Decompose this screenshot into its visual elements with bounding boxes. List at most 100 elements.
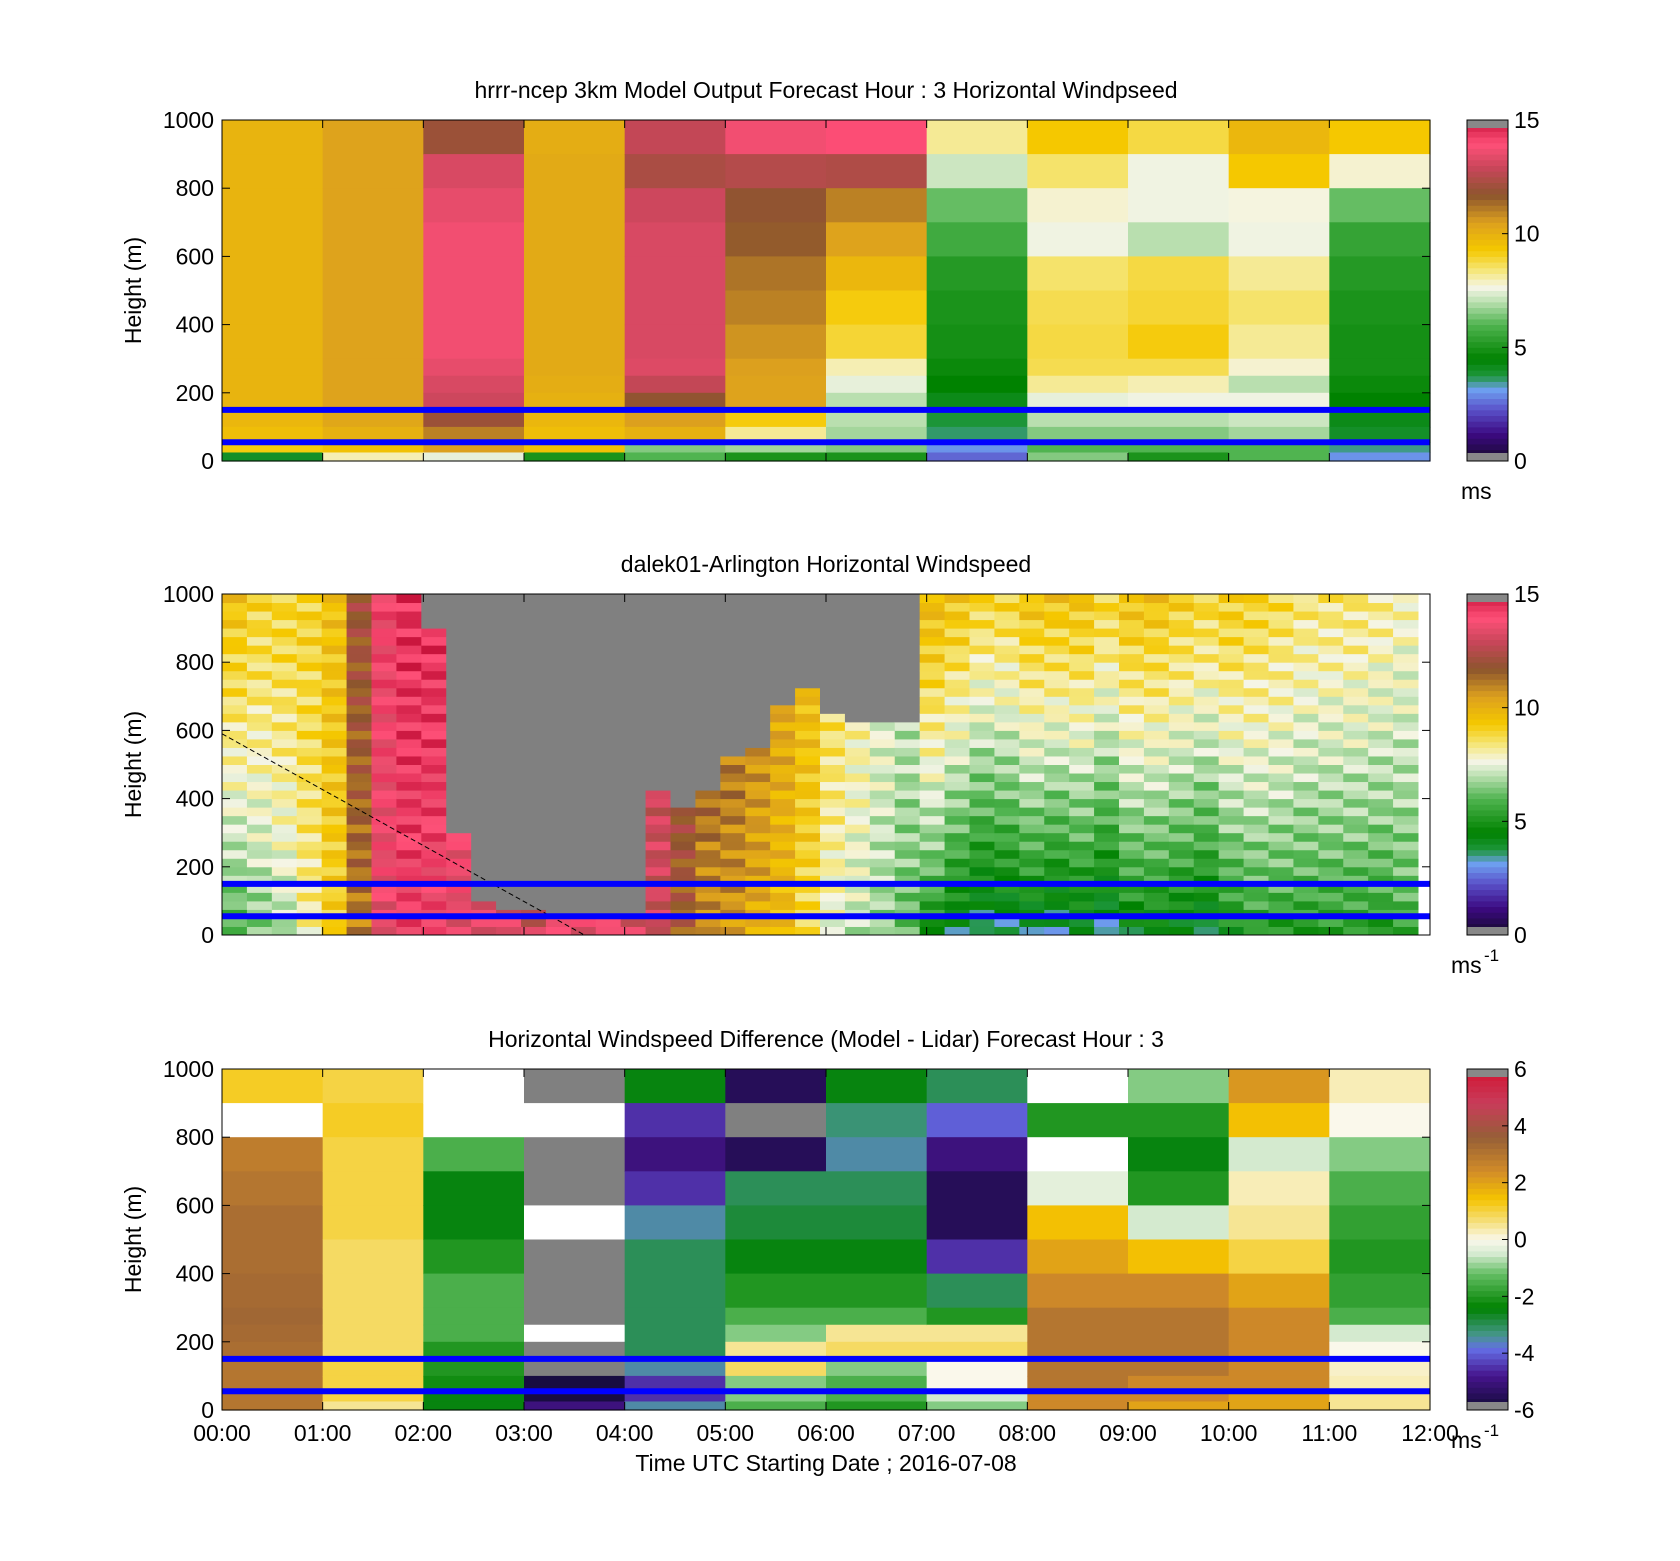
heatmap-cell — [695, 594, 721, 604]
heatmap-cell — [1044, 738, 1070, 748]
heatmap-cell — [1293, 858, 1319, 868]
heatmap-cell — [1393, 858, 1419, 868]
heatmap-cell — [770, 704, 796, 714]
heatmap-cell — [820, 687, 846, 697]
heatmap-cell — [919, 696, 946, 706]
heatmap-cell — [496, 636, 522, 646]
heatmap-cell — [1143, 738, 1170, 748]
heatmap-cell — [1143, 917, 1170, 927]
heatmap-cell — [1193, 738, 1220, 748]
heatmap-cell — [321, 875, 348, 885]
heatmap-cell — [1168, 730, 1195, 740]
heatmap-cell — [296, 738, 323, 748]
heatmap-cell — [1268, 687, 1294, 697]
heatmap-cell — [371, 662, 397, 672]
heatmap-cell — [421, 730, 447, 740]
heatmap-cell — [1218, 858, 1245, 868]
heatmap-cell — [1393, 900, 1419, 910]
heatmap-cell — [645, 611, 671, 621]
heatmap-cell — [1393, 841, 1419, 851]
heatmap-cell — [1243, 747, 1269, 757]
heatmap-cell — [725, 442, 827, 454]
heatmap-cell — [423, 426, 525, 443]
heatmap-cell — [570, 892, 597, 902]
heatmap-cell — [795, 764, 821, 774]
heatmap-cell — [446, 645, 472, 655]
heatmap-cell — [222, 670, 248, 680]
heatmap-cell — [1218, 704, 1245, 714]
heatmap-cell — [446, 611, 472, 621]
colorbar-segment — [1467, 142, 1508, 149]
heatmap-cell — [770, 602, 796, 612]
heatmap-cell — [322, 1069, 424, 1104]
heatmap-cell — [296, 832, 323, 842]
heatmap-cell — [1069, 721, 1095, 731]
heatmap-cell — [1293, 696, 1319, 706]
heatmap-cell — [1044, 807, 1070, 817]
heatmap-cell — [1293, 781, 1319, 791]
heatmap-cell — [844, 841, 871, 851]
heatmap-cell — [1218, 619, 1245, 629]
heatmap-cell — [1318, 849, 1344, 859]
heatmap-cell — [595, 875, 622, 885]
heatmap-cell — [322, 358, 424, 377]
heatmap-cell — [1329, 1137, 1431, 1172]
heatmap-cell — [820, 628, 846, 638]
heatmap-cell — [1193, 662, 1220, 672]
heatmap-cell — [296, 781, 323, 791]
heatmap-cell — [1143, 628, 1170, 638]
heatmap-cell — [944, 764, 970, 774]
heatmap-cell — [1329, 256, 1431, 292]
heatmap-cell — [844, 866, 871, 876]
heatmap-cell — [371, 781, 397, 791]
heatmap-cell — [271, 866, 298, 876]
heatmap-cell — [570, 662, 597, 672]
heatmap-cell — [545, 679, 572, 689]
heatmap-cell — [620, 926, 647, 936]
heatmap-cell — [246, 858, 273, 868]
heatmap-cell — [222, 696, 248, 706]
heatmap-cell — [670, 653, 696, 663]
heatmap-cell — [620, 628, 647, 638]
heatmap-cell — [1343, 619, 1369, 629]
heatmap-cell — [423, 375, 525, 394]
heatmap-cell — [222, 1137, 324, 1172]
heatmap-cell — [1218, 926, 1245, 936]
heatmap-cell — [1143, 875, 1170, 885]
heatmap-cell — [1218, 781, 1245, 791]
heatmap-cell — [446, 866, 472, 876]
heatmap-cell — [1218, 866, 1245, 876]
heatmap-cell — [346, 662, 372, 672]
heatmap-cell — [246, 602, 273, 612]
heatmap-cell — [820, 696, 846, 706]
heatmap-cell — [969, 696, 995, 706]
heatmap-cell — [346, 824, 372, 834]
heatmap-cell — [620, 602, 647, 612]
heatmap-cell — [820, 721, 846, 731]
heatmap-cell — [595, 738, 622, 748]
heatmap-cell — [1044, 917, 1070, 927]
heatmap-cell — [1168, 764, 1195, 774]
heatmap-cell — [1027, 375, 1129, 394]
heatmap-cell — [624, 1341, 726, 1360]
heatmap-cell — [1119, 645, 1145, 655]
heatmap-cell — [1268, 824, 1294, 834]
heatmap-cell — [620, 611, 647, 621]
heatmap-cell — [570, 900, 597, 910]
heatmap-cell — [826, 358, 928, 377]
heatmap-cell — [869, 713, 896, 723]
heatmap-cell — [994, 807, 1020, 817]
heatmap-cell — [695, 730, 721, 740]
heatmap-cell — [1243, 832, 1269, 842]
heatmap-cell — [1293, 738, 1319, 748]
heatmap-cell — [296, 696, 323, 706]
heatmap-cell — [1218, 687, 1245, 697]
heatmap-cell — [869, 798, 896, 808]
heatmap-cell — [1218, 594, 1245, 604]
heatmap-cell — [1218, 883, 1245, 893]
heatmap-cell — [670, 738, 696, 748]
heatmap-cell — [423, 1401, 525, 1411]
heatmap-cell — [1168, 721, 1195, 731]
heatmap-cell — [521, 875, 547, 885]
heatmap-cell — [1329, 1307, 1431, 1326]
